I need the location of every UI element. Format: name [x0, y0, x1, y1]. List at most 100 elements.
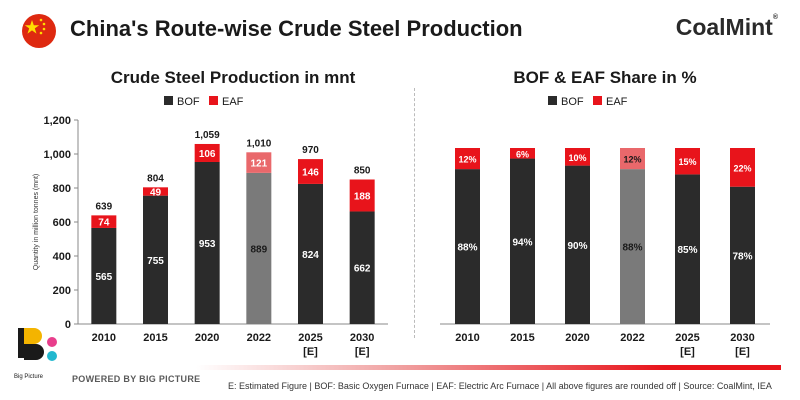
bar-bof — [91, 227, 117, 324]
data-label-eaf-share: 12% — [623, 155, 641, 165]
bar-eaf — [194, 143, 220, 162]
legend-swatch-eaf — [209, 96, 218, 105]
left-x-tick-label: 2022 — [247, 332, 271, 344]
left-x-tick-label: 2020 — [195, 332, 219, 344]
right-x-tick-label: 2022 — [620, 332, 644, 344]
bar-eaf — [298, 159, 323, 184]
bar-bof-share — [730, 186, 755, 324]
data-label-eaf: 74 — [98, 218, 110, 229]
footnote: E: Estimated Figure | BOF: Basic Oxygen … — [228, 381, 772, 391]
left-y-tick-label: 1,000 — [43, 149, 71, 161]
bar-eaf — [246, 152, 272, 173]
data-label-bof: 953 — [199, 239, 216, 250]
data-label-bof-share: 88% — [457, 243, 477, 254]
data-label-bof: 565 — [95, 272, 112, 283]
legend-label-bof: BOF — [177, 96, 200, 108]
left-y-tick-label: 0 — [65, 319, 71, 331]
data-label-total: 804 — [147, 173, 164, 184]
data-label-total: 850 — [354, 166, 371, 177]
china-flag-icon — [22, 14, 56, 48]
bar-eaf-share — [675, 148, 700, 175]
data-label-eaf-share: 12% — [458, 155, 476, 165]
left-x-tick-label: 2015 — [143, 332, 167, 344]
data-label-total: 1,059 — [195, 130, 220, 141]
right-chart-title: BOF & EAF Share in % — [513, 68, 696, 87]
left-y-tick-label: 1,200 — [43, 115, 71, 127]
data-label-eaf-share: 10% — [568, 153, 586, 163]
flag-stars — [24, 18, 46, 35]
legend-swatch-eaf — [593, 96, 602, 105]
bar-bof — [246, 172, 272, 324]
data-label-bof-share: 90% — [567, 241, 587, 252]
data-label-bof: 889 — [250, 244, 267, 255]
data-label-total: 639 — [95, 201, 112, 212]
left-y-tick-label: 400 — [53, 251, 71, 263]
left-y-tick-label: 800 — [53, 183, 71, 195]
bar-eaf-share — [730, 148, 755, 187]
header: China's Route-wise Crude Steel Productio… — [0, 0, 800, 60]
bar-bof-share — [675, 174, 700, 324]
left-x-tick-label: 2025 — [298, 332, 322, 344]
footer-accent-line — [196, 365, 781, 370]
right-x-tick-label-sub: [E] — [735, 346, 750, 358]
data-label-eaf-share: 15% — [678, 157, 696, 167]
bar-bof — [298, 183, 323, 324]
legend-label-bof: BOF — [561, 96, 584, 108]
left-x-tick-label-sub: [E] — [303, 346, 318, 358]
chart-divider — [414, 88, 415, 338]
logo-caption: Big Picture — [14, 374, 44, 380]
right-x-tick-label: 2030 — [730, 332, 754, 344]
bar-bof-share — [620, 169, 645, 324]
bar-eaf-share — [620, 148, 645, 170]
bar-bof — [143, 195, 168, 324]
data-label-bof-share: 88% — [622, 243, 642, 254]
legend-label-eaf: EAF — [222, 96, 244, 108]
data-label-bof: 755 — [147, 256, 164, 267]
left-x-tick-label: 2030 — [350, 332, 374, 344]
page-title: China's Route-wise Crude Steel Productio… — [70, 16, 523, 41]
left-y-tick-label: 600 — [53, 217, 71, 229]
right-x-tick-label: 2020 — [565, 332, 589, 344]
data-label-total: 1,010 — [246, 138, 271, 149]
data-label-eaf: 188 — [354, 191, 371, 202]
bar-eaf — [143, 187, 168, 196]
bar-eaf-share — [565, 148, 590, 166]
left-y-axis-label: Quantity in million tonnes (mnt) — [33, 174, 40, 270]
data-label-eaf: 121 — [250, 159, 267, 170]
data-label-bof-share: 78% — [732, 251, 752, 262]
bar-eaf — [91, 215, 117, 228]
data-label-eaf-share: 6% — [516, 149, 529, 159]
bar-bof-share — [565, 165, 590, 324]
left-x-tick-label-sub: [E] — [355, 346, 370, 358]
left-y-tick-label: 200 — [53, 285, 71, 297]
bar-eaf-share — [455, 148, 480, 170]
data-label-eaf: 49 — [150, 187, 162, 198]
right-x-tick-label-sub: [E] — [680, 346, 695, 358]
bar-bof-share — [510, 158, 535, 324]
right-x-tick-label: 2010 — [455, 332, 479, 344]
data-label-bof: 824 — [302, 250, 319, 261]
powered-by: POWERED BY BIG PICTURE — [72, 374, 201, 384]
legend-swatch-bof — [548, 96, 557, 105]
bar-bof-share — [455, 169, 480, 324]
data-label-bof: 662 — [354, 264, 371, 275]
data-label-bof-share: 94% — [512, 237, 532, 248]
data-label-bof-share: 85% — [677, 245, 697, 256]
legend-swatch-bof — [164, 96, 173, 105]
registered-mark: ® — [772, 14, 778, 21]
charts-area: Crude Steel Production in mnt BOF EAF 0 200 4… — [33, 68, 770, 358]
data-label-eaf: 106 — [199, 149, 216, 160]
left-chart-title: Crude Steel Production in mnt — [111, 68, 356, 87]
bar-bof — [194, 161, 220, 324]
data-label-total: 970 — [302, 145, 319, 156]
legend-label-eaf: EAF — [606, 96, 628, 108]
bar-bof — [349, 211, 375, 324]
data-label-eaf: 146 — [302, 168, 319, 179]
coalmint-logo: CoalMint® — [676, 14, 778, 41]
right-x-tick-label: 2015 — [510, 332, 534, 344]
bar-eaf — [349, 179, 375, 212]
brand-name: CoalMint — [675, 14, 773, 40]
left-x-tick-label: 2010 — [92, 332, 116, 344]
bar-eaf-share — [510, 148, 535, 159]
data-label-eaf-share: 22% — [733, 163, 751, 173]
